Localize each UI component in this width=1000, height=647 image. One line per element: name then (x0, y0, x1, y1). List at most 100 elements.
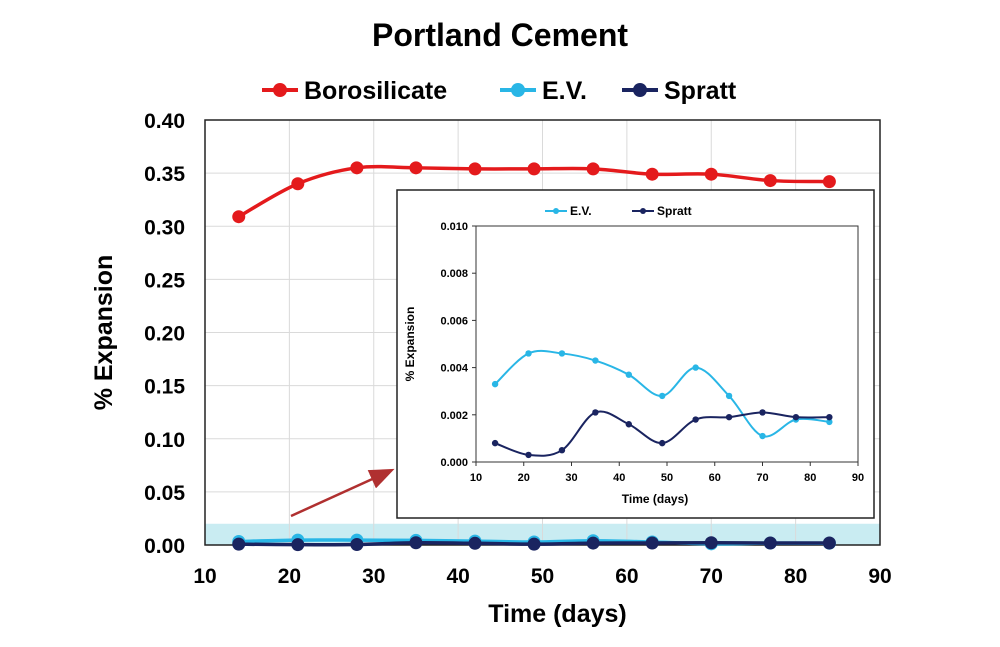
legend-swatch-marker (633, 83, 647, 97)
legend-label: E.V. (542, 77, 587, 105)
inset-data-point (692, 416, 699, 423)
y-tick-label: 0.30 (144, 216, 185, 239)
inset-x-tick-label: 10 (470, 472, 482, 484)
inset-y-tick-label: 0.002 (440, 410, 468, 422)
data-point (409, 161, 423, 175)
data-point (704, 536, 718, 550)
inset-data-point (592, 409, 599, 416)
pointer-arrow (290, 468, 395, 518)
data-point (350, 161, 364, 175)
inset-x-axis-label: Time (days) (622, 492, 688, 506)
data-point (763, 536, 777, 550)
y-tick-label: 0.05 (144, 482, 185, 505)
inset-y-tick-label: 0.000 (440, 457, 468, 469)
inset-y-tick-label: 0.006 (440, 315, 468, 327)
inset-data-point (725, 392, 733, 400)
y-tick-label: 0.25 (144, 269, 185, 292)
inset-data-point (491, 439, 499, 447)
data-point (232, 210, 246, 224)
data-point (350, 537, 364, 551)
y-tick-label: 0.10 (144, 429, 185, 452)
data-point (645, 167, 659, 181)
legend-label: Borosilicate (304, 77, 447, 105)
series-borosilicate (232, 161, 836, 224)
data-point (645, 536, 659, 550)
legend-label: Spratt (664, 77, 737, 105)
inset-x-tick-label: 80 (804, 472, 816, 484)
inset-x-tick-label: 20 (518, 472, 530, 484)
inset-x-tick-label: 40 (613, 472, 625, 484)
inset-frame (396, 189, 875, 519)
data-point (409, 536, 423, 550)
inset-data-point (792, 413, 800, 421)
data-point (527, 537, 541, 551)
data-point (704, 167, 718, 181)
x-tick-label: 50 (531, 565, 554, 588)
legend-item: E.V. (500, 77, 587, 105)
inset-data-point (826, 413, 833, 421)
x-axis-label: Time (days) (488, 600, 626, 628)
inset-data-point (525, 451, 532, 459)
inset-data-point (625, 371, 632, 378)
inset-data-point (692, 364, 699, 371)
legend-item: Borosilicate (262, 77, 447, 105)
inset-legend-swatch-marker (640, 208, 646, 214)
data-point (822, 536, 836, 550)
inset-data-point (725, 413, 733, 421)
inset-data-point (759, 432, 766, 440)
data-point (468, 536, 482, 550)
data-point (586, 162, 600, 176)
x-tick-label: 20 (278, 565, 301, 588)
y-tick-label: 0.15 (144, 376, 185, 399)
inset-legend-item: Spratt (632, 204, 692, 218)
x-tick-label: 30 (362, 565, 385, 588)
inset-data-point (625, 421, 632, 428)
inset-y-tick-label: 0.010 (440, 221, 468, 233)
data-point (291, 177, 305, 191)
y-axis-label: % Expansion (90, 255, 118, 411)
data-point (468, 162, 482, 176)
series-spratt (232, 536, 836, 552)
main-chart: Portland Cement Borosilicate E.V. Spratt 10 2… (90, 17, 892, 628)
inset-x-tick-label: 50 (661, 472, 673, 484)
x-tick-label: 40 (446, 565, 469, 588)
y-tick-label: 0.35 (144, 163, 185, 186)
data-point (232, 537, 246, 551)
data-point (527, 162, 541, 176)
x-tick-label: 60 (615, 565, 638, 588)
inset-x-tick-label: 30 (565, 472, 577, 484)
inset-data-point (525, 350, 532, 357)
data-point (822, 175, 836, 189)
inset-y-tick-label: 0.008 (440, 268, 468, 280)
inset-data-point (558, 447, 566, 454)
legend-item: Spratt (622, 77, 737, 105)
inset-x-tick-label: 70 (756, 472, 768, 484)
inset-data-point (659, 439, 666, 447)
inset-data-point (592, 357, 599, 364)
inset-y-tick-label: 0.004 (440, 363, 468, 375)
inset-legend-label: E.V. (570, 204, 592, 218)
inset-data-point (826, 418, 833, 426)
x-tick-label: 90 (868, 565, 891, 588)
inset-data-point (558, 350, 566, 357)
inset-data-point (759, 409, 766, 416)
data-point (586, 536, 600, 550)
chart-title: Portland Cement (372, 17, 628, 53)
x-tick-label: 10 (193, 565, 216, 588)
legend-swatch-marker (273, 83, 287, 97)
data-point (763, 174, 777, 188)
y-tick-label: 0.00 (144, 535, 185, 558)
inset-data-point (491, 380, 499, 388)
y-tick-label: 0.40 (144, 110, 185, 133)
data-point (291, 538, 305, 552)
x-tick-label: 70 (700, 565, 723, 588)
inset-x-tick-label: 90 (852, 472, 864, 484)
inset-legend-label: Spratt (657, 204, 692, 218)
inset-x-tick-label: 60 (709, 472, 721, 484)
inset-chart: E.V. Spratt 10 20 30 40 50 60 70 80 90 0.000 0.002 0.… (396, 189, 875, 519)
inset-series-spratt (491, 409, 833, 459)
inset-legend-swatch-marker (553, 208, 559, 214)
x-tick-label: 80 (784, 565, 807, 588)
inset-legend-item: E.V. (545, 204, 592, 218)
